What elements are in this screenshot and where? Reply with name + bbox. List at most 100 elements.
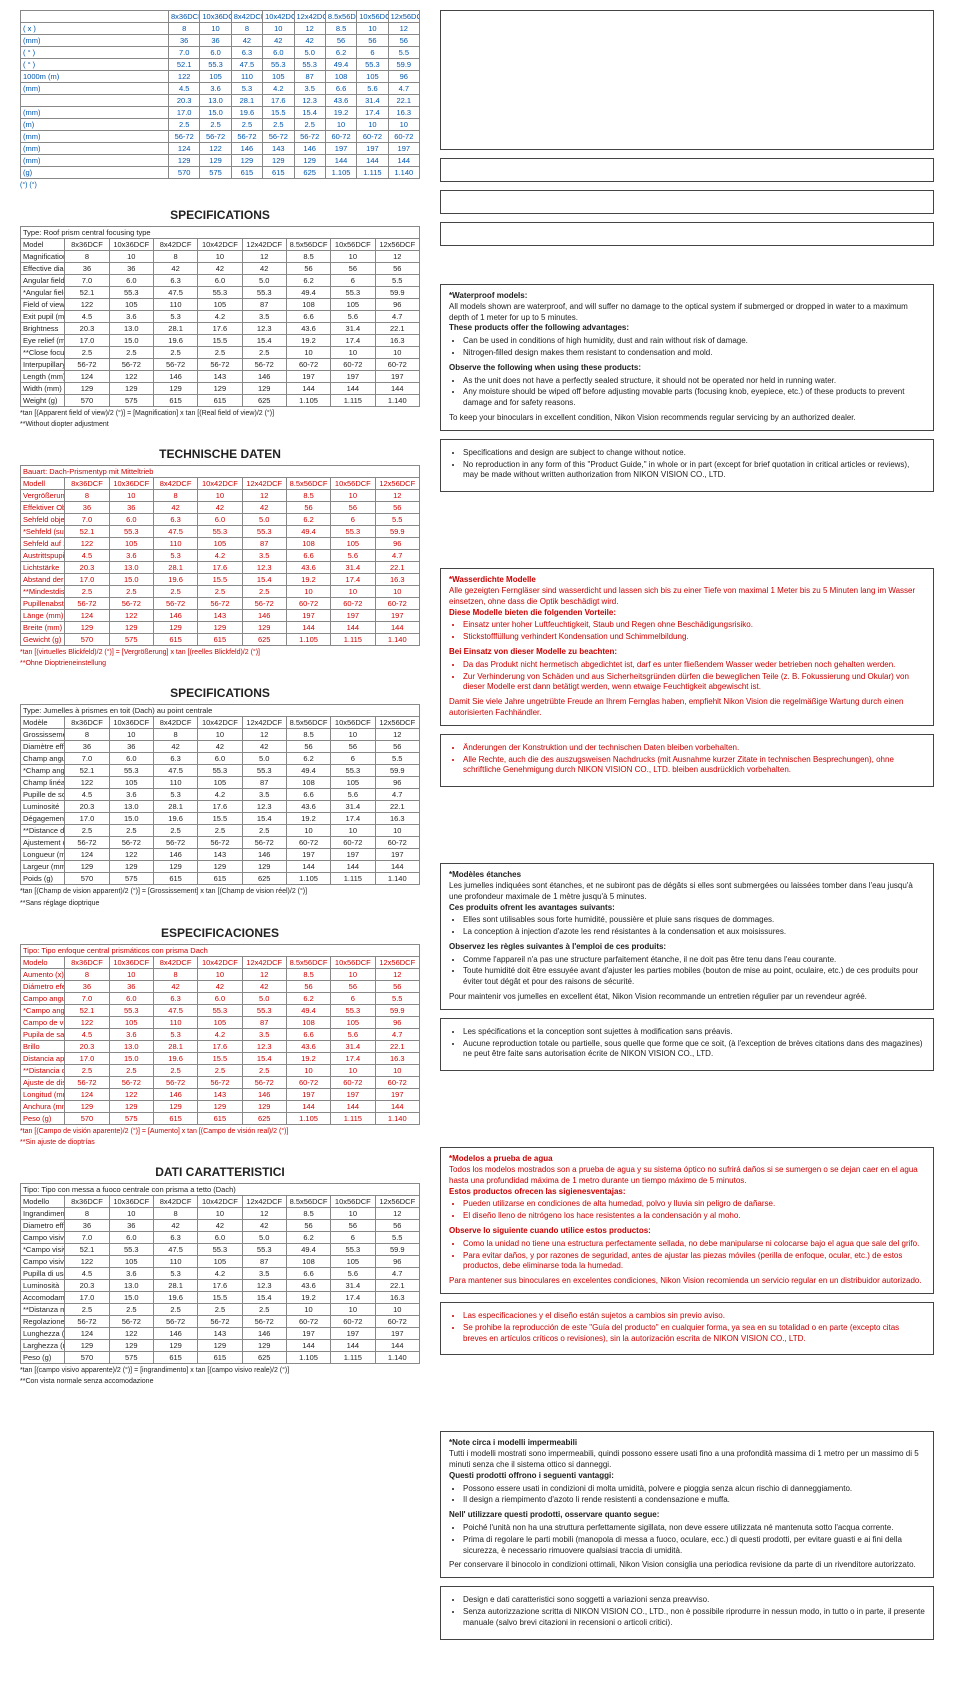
cell: 615	[153, 873, 197, 885]
cell: 17.0	[65, 1052, 109, 1064]
cell: 2.5	[65, 1064, 109, 1076]
cell: 122	[65, 299, 109, 311]
cell: 6	[331, 753, 375, 765]
cell: 143	[198, 849, 242, 861]
cell: 197	[286, 849, 330, 861]
cell: 105	[198, 1255, 242, 1267]
cell: 31.4	[331, 1279, 375, 1291]
cell: 55.3	[109, 526, 153, 538]
model-label: Modell	[21, 478, 65, 490]
cell: 17.4	[331, 1052, 375, 1064]
notes-obs-item: Para evitar daños, y por razones de segu…	[463, 1251, 925, 1273]
cell: 42	[198, 741, 242, 753]
cell: 4.7	[375, 1267, 420, 1279]
notes-disc-item: Senza autorizzazione scritta di NIKON VI…	[463, 1607, 925, 1629]
footnote: **Sin ajuste de dioptrías	[20, 1138, 420, 1147]
cell: 146	[242, 371, 286, 383]
row-label: Largeur (mm)	[21, 861, 65, 873]
cell: 2.5	[198, 825, 242, 837]
cell: 10	[357, 23, 388, 35]
cell: 47.5	[153, 287, 197, 299]
row-label: Pupillenabstand (mm)	[21, 598, 65, 610]
notes-disc-item: Aucune reproduction totale ou partielle,…	[463, 1039, 925, 1061]
notes-obs-h: Observe the following when using these p…	[449, 363, 925, 374]
cell: 3.5	[294, 83, 325, 95]
cell: 56-72	[109, 1076, 153, 1088]
cell: 19.6	[153, 1291, 197, 1303]
cell: 5.5	[375, 514, 420, 526]
cell: 110	[153, 538, 197, 550]
cell: 96	[375, 299, 420, 311]
cell: 122	[109, 371, 153, 383]
cell: 22.1	[375, 562, 420, 574]
cell: 124	[65, 371, 109, 383]
notes-obs-item: Comme l'appareil n'a pas une structure p…	[463, 955, 925, 966]
type-row: Tipo: Tipo enfoque central prismáticos c…	[21, 944, 420, 956]
notes-adv-item: Stickstofffüllung verhindert Kondensatio…	[463, 632, 925, 643]
type-row: Type: Jumelles à prismes en toit (Dach) …	[21, 705, 420, 717]
cell: 570	[65, 634, 109, 646]
cell: 6.6	[286, 1028, 330, 1040]
cell: 2.5	[65, 1303, 109, 1315]
cell: 6.3	[153, 514, 197, 526]
cell: 8.5	[286, 968, 330, 980]
cell: 55.3	[331, 287, 375, 299]
cell: 6.0	[109, 1231, 153, 1243]
row-label: Peso (g)	[21, 1112, 65, 1124]
cell: 42	[242, 980, 286, 992]
cell: 56-72	[242, 837, 286, 849]
cell: 60-72	[331, 359, 375, 371]
row-label: Champ angulaire de vision (réel) (°)	[21, 753, 65, 765]
cell: 8.5	[286, 1207, 330, 1219]
cell: 144	[325, 155, 356, 167]
model-col: 10x42DCF	[198, 956, 242, 968]
cell: 129	[153, 1100, 197, 1112]
cell: 2.5	[109, 347, 153, 359]
cell: 60-72	[286, 598, 330, 610]
section-title: DATI CARATTERISTICI	[20, 1165, 420, 1179]
cell: 105	[109, 777, 153, 789]
notes-obs-item: Prima di regolare le parti mobili (manop…	[463, 1535, 925, 1557]
row-label: *Sehfeld (subjektiv) (°)	[21, 526, 65, 538]
cell: 197	[375, 371, 420, 383]
cell: 10	[331, 586, 375, 598]
row-label: (mm)	[21, 35, 169, 47]
cell: 6.3	[153, 1231, 197, 1243]
model-col: 10x36DCF	[200, 11, 231, 23]
cell: 129	[65, 383, 109, 395]
cell: 8	[153, 1207, 197, 1219]
cell: 55.3	[200, 59, 231, 71]
cell: 4.2	[263, 83, 294, 95]
row-label: **Distanza messa a fuoco primi piani, ap…	[21, 1303, 65, 1315]
cell: 8	[65, 490, 109, 502]
notes-adv-item: Can be used in conditions of high humidi…	[463, 336, 925, 347]
cell: 17.6	[198, 562, 242, 574]
cell: 5.0	[242, 1231, 286, 1243]
cell: 4.2	[198, 789, 242, 801]
model-label: Modello	[21, 1195, 65, 1207]
cell: 87	[242, 1016, 286, 1028]
cell: 146	[153, 849, 197, 861]
row-label: Interpupillary distance adjustment (mm)	[21, 359, 65, 371]
spec-table: Tipo: Tipo enfoque central prismáticos c…	[20, 944, 420, 1125]
notes-tail: Damit Sie viele Jahre ungetrübte Freude …	[449, 697, 903, 717]
model-label: Model	[21, 239, 65, 251]
row-label: ( ° )	[21, 47, 169, 59]
notes-tail: Pour maintenir vos jumelles en excellent…	[449, 992, 867, 1001]
cell: 105	[357, 71, 388, 83]
cell: 3.5	[242, 789, 286, 801]
model-col: 12x56DCF	[375, 956, 420, 968]
notes-adv-h: Ces produits ofrent les avantages suivan…	[449, 903, 925, 914]
model-col: 10x56DCF	[331, 478, 375, 490]
cell: 1.115	[331, 873, 375, 885]
cell: 1.105	[286, 634, 330, 646]
cell: 4.2	[198, 550, 242, 562]
cell: 42	[153, 741, 197, 753]
cell: 10	[375, 586, 420, 598]
notes-adv-item: La conception à injection d'azote les re…	[463, 927, 925, 938]
notes-adv-item: Einsatz unter hoher Luftfeuchtigkeit, St…	[463, 620, 925, 631]
cell: 3.5	[242, 1028, 286, 1040]
cell: 17.6	[198, 323, 242, 335]
cell: 575	[200, 167, 231, 179]
row-label: Brillo	[21, 1040, 65, 1052]
